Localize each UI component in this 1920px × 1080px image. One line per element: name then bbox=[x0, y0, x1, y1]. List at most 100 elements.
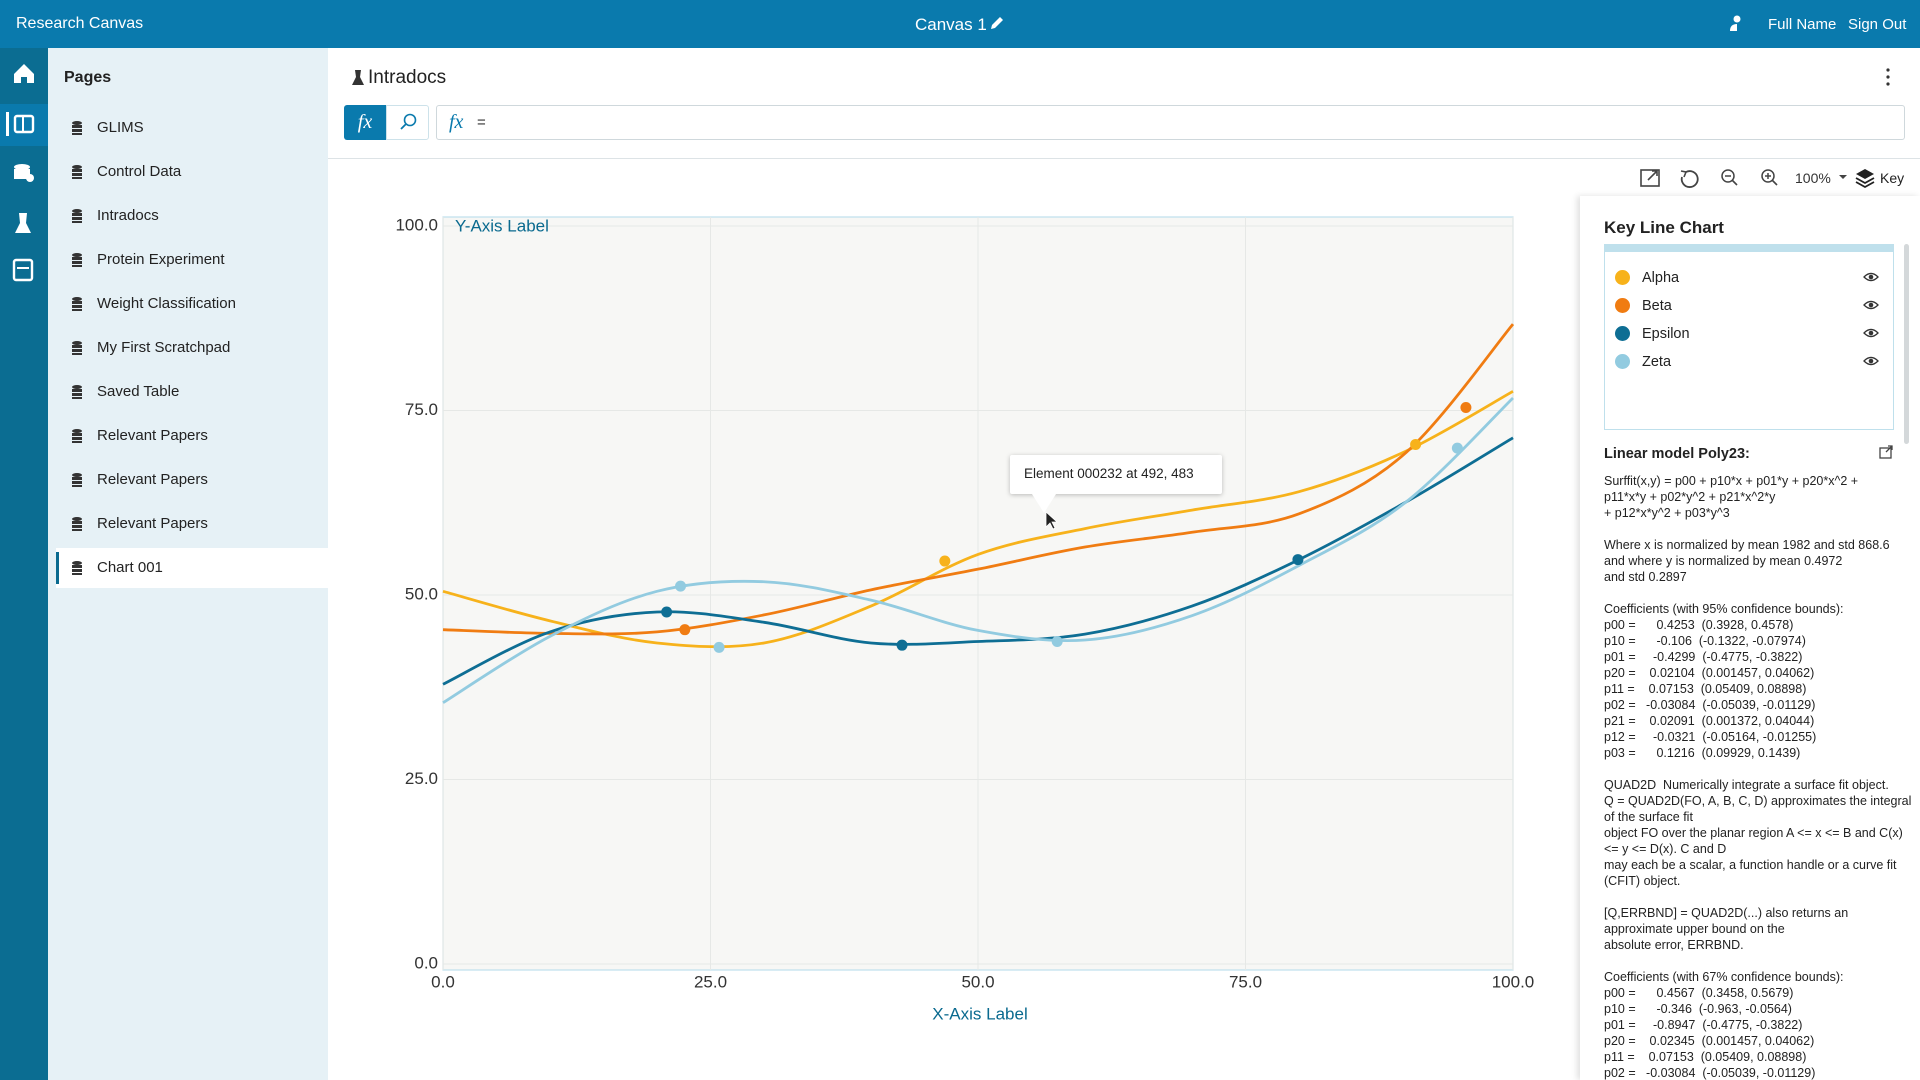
page-item[interactable]: Relevant Papers bbox=[56, 460, 332, 500]
visibility-toggle[interactable] bbox=[1863, 271, 1879, 283]
x-tick-label: 0.0 bbox=[431, 972, 455, 991]
model-line: p02 = -0.03084 (-0.05039, -0.01129) bbox=[1604, 698, 1816, 712]
legend-label: Beta bbox=[1642, 298, 1672, 314]
page-item[interactable]: Relevant Papers bbox=[56, 504, 332, 544]
model-line: p01 = -0.4299 (-0.4775, -0.3822) bbox=[1604, 650, 1803, 664]
series-line bbox=[442, 436, 1514, 686]
calendar-icon[interactable] bbox=[12, 258, 34, 282]
page-item-icon bbox=[72, 253, 82, 267]
key-icon[interactable] bbox=[1854, 166, 1876, 190]
legend-item[interactable]: Zeta bbox=[1605, 350, 1893, 374]
home-icon[interactable] bbox=[14, 64, 34, 83]
legend-swatch bbox=[1615, 326, 1630, 341]
visibility-toggle[interactable] bbox=[1863, 355, 1879, 367]
model-paragraph: QUAD2D Numerically integrate a surface f… bbox=[1604, 777, 1914, 889]
model-line: p03 = 0.1216 (0.09929, 0.1439) bbox=[1604, 746, 1801, 760]
legend-swatch bbox=[1615, 270, 1630, 285]
model-line: (CFIT) object. bbox=[1604, 874, 1681, 888]
page-item[interactable]: Control Data bbox=[56, 152, 332, 192]
page-item[interactable]: Protein Experiment bbox=[56, 240, 332, 280]
legend-label: Epsilon bbox=[1642, 326, 1690, 342]
sidebar-title: Pages bbox=[64, 69, 112, 86]
model-line: p20 = 0.02104 (0.001457, 0.04062) bbox=[1604, 666, 1815, 680]
page-item[interactable]: Relevant Papers bbox=[56, 416, 332, 456]
series-line bbox=[442, 396, 1514, 704]
page-item[interactable]: GLIMS bbox=[56, 108, 332, 148]
reset-icon[interactable] bbox=[1680, 170, 1699, 188]
key-panel: Key Line Chart Alpha Beta Epsilon Zeta Line… bbox=[1580, 196, 1920, 1080]
search-button[interactable] bbox=[386, 105, 429, 140]
user-icon[interactable] bbox=[1726, 14, 1744, 32]
legend-label: Alpha bbox=[1642, 270, 1680, 286]
legend-item[interactable]: Epsilon bbox=[1605, 322, 1893, 346]
lab-icon[interactable] bbox=[15, 213, 31, 233]
rail-icons bbox=[0, 64, 48, 282]
fit-icon[interactable] bbox=[1640, 169, 1660, 187]
page-item[interactable]: My First Scratchpad bbox=[56, 328, 332, 368]
active-indicator bbox=[6, 112, 9, 136]
series-line bbox=[442, 390, 1514, 649]
data-point bbox=[1451, 442, 1463, 454]
toolbar-icons bbox=[1640, 169, 1778, 188]
data-point bbox=[661, 606, 673, 618]
data-point bbox=[939, 555, 951, 567]
canvas-title[interactable]: Canvas 1 bbox=[915, 15, 987, 34]
legend-label: Zeta bbox=[1642, 354, 1672, 370]
zoom-in-icon[interactable] bbox=[1761, 169, 1775, 183]
page-item[interactable]: Chart 001 bbox=[56, 548, 332, 588]
page-item-label: Relevant Papers bbox=[97, 427, 208, 444]
formula-text: = bbox=[477, 114, 486, 131]
page-item-icon bbox=[72, 385, 82, 399]
y-axis-label: Y-Axis Label bbox=[455, 216, 549, 235]
zoom-select[interactable]: 100% bbox=[1795, 170, 1831, 186]
page-item[interactable]: Intradocs bbox=[56, 196, 332, 236]
model-line: p21 = 0.02091 (0.001372, 0.04044) bbox=[1604, 714, 1815, 728]
model-line: p02 = -0.03084 (-0.05039, -0.01129) bbox=[1604, 1066, 1816, 1080]
model-line: of the surface fit bbox=[1604, 810, 1693, 824]
legend-item[interactable]: Beta bbox=[1605, 294, 1893, 318]
model-paragraph: Coefficients (with 95% confidence bounds… bbox=[1604, 601, 1914, 761]
page-title: Intradocs bbox=[368, 67, 447, 88]
page-item-label: Control Data bbox=[97, 163, 182, 180]
model-line: approximate upper bound on the bbox=[1604, 922, 1785, 936]
edit-icon[interactable] bbox=[988, 14, 1006, 32]
fx-button[interactable]: fx bbox=[344, 105, 386, 140]
user-name[interactable]: Full Name bbox=[1768, 16, 1837, 33]
page-icon bbox=[352, 70, 364, 85]
key-button[interactable]: Key bbox=[1880, 170, 1905, 186]
more-menu[interactable] bbox=[1883, 66, 1893, 88]
legend: Alpha Beta Epsilon Zeta bbox=[1604, 244, 1894, 430]
model-line: + p12*x*y^2 + p03*y^3 bbox=[1604, 506, 1730, 520]
zoom-caret[interactable] bbox=[1838, 172, 1848, 182]
top-bar: Research Canvas Canvas 1 Full Name Sign … bbox=[0, 0, 1920, 48]
page-item-icon bbox=[72, 297, 82, 311]
model-line: p00 = 0.4567 (0.3458, 0.5679) bbox=[1604, 986, 1794, 1000]
model-line: object FO over the planar region A <= x … bbox=[1604, 826, 1903, 840]
sign-out[interactable]: Sign Out bbox=[1848, 16, 1907, 33]
model-line: p10 = -0.346 (-0.963, -0.0564) bbox=[1604, 1002, 1792, 1016]
model-line: and std 0.2897 bbox=[1604, 570, 1687, 584]
zoom-out-icon[interactable] bbox=[1721, 169, 1735, 183]
model-line: and where y is normalized by mean 0.4972 bbox=[1604, 554, 1843, 568]
legend-item[interactable]: Alpha bbox=[1605, 266, 1893, 290]
export-icon[interactable] bbox=[1878, 444, 1894, 460]
model-paragraph: Coefficients (with 67% confidence bounds… bbox=[1604, 969, 1914, 1080]
app-title: Research Canvas bbox=[16, 15, 144, 32]
data-point bbox=[1410, 438, 1422, 450]
page-item-icon bbox=[72, 517, 82, 531]
x-tick-label: 100.0 bbox=[1492, 972, 1535, 991]
data-point bbox=[896, 639, 908, 651]
visibility-toggle[interactable] bbox=[1863, 327, 1879, 339]
chart: Y-Axis Label X-Axis Label 0.0 25.0 50.0 75.… bbox=[395, 215, 1535, 1023]
visibility-toggle[interactable] bbox=[1863, 299, 1879, 311]
y-tick-label: 100.0 bbox=[395, 215, 438, 234]
model-line: p00 = 0.4253 (0.3928, 0.4578) bbox=[1604, 618, 1794, 632]
model-line: absolute error, ERRBND. bbox=[1604, 938, 1744, 952]
page-item[interactable]: Saved Table bbox=[56, 372, 332, 412]
page-item[interactable]: Weight Classification bbox=[56, 284, 332, 324]
data-icon[interactable] bbox=[14, 164, 30, 170]
model-paragraph: Where x is normalized by mean 1982 and s… bbox=[1604, 537, 1914, 585]
formula-bar[interactable]: fx = bbox=[436, 105, 1905, 140]
page-item-label: Relevant Papers bbox=[97, 515, 208, 532]
